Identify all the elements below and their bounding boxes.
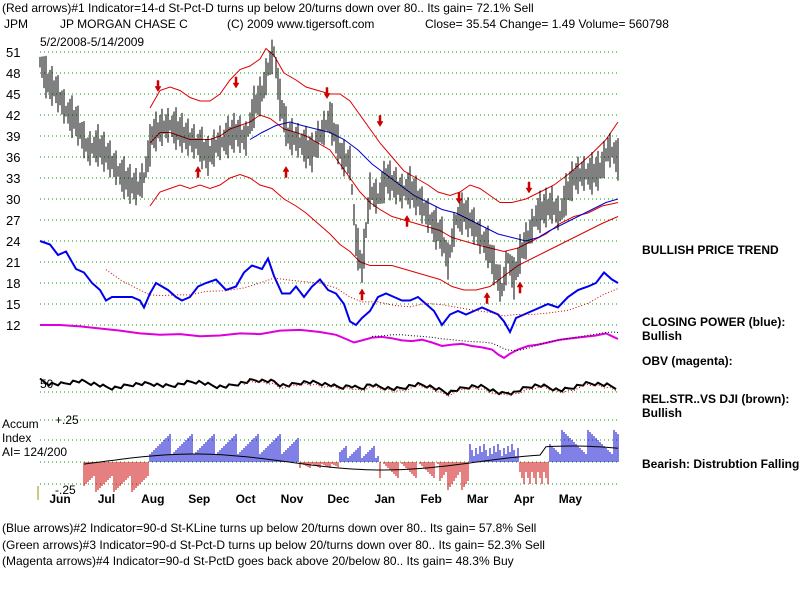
band-upper [149,47,619,203]
up-arrow [194,166,202,178]
month-label: May [559,492,583,506]
y-tick-label: 39 [6,129,20,144]
accum-status: Bearish: Distrubtion Falling. [642,457,800,471]
band-middle [149,114,619,253]
trend-label: BULLISH PRICE TREND [642,243,779,257]
down-arrow [455,192,463,204]
month-label: Aug [141,492,164,506]
y-tick-label: 42 [6,108,20,123]
relstr-label: REL.STR..VS DJI (brown): [642,392,790,406]
down-arrow [154,80,162,92]
up-arrow [516,281,524,294]
closing-power-line [39,240,619,335]
month-label: Jul [98,492,115,506]
y-tick-label: 15 [6,297,20,312]
month-label: Jun [49,492,70,506]
obv-label: OBV (magenta): [642,354,733,368]
ai-readout: AI= 124/200 [2,445,68,459]
accum-histogram [83,430,619,492]
y-tick-label: 36 [6,150,20,165]
y-tick-label: 18 [6,276,20,291]
up-arrow [483,292,491,304]
company-name: JP MORGAN CHASE C [60,17,188,31]
y-tick-label: 12 [6,318,20,333]
down-arrow [323,87,331,99]
y-tick-label: 51 [6,45,20,60]
y-tick-label: 30 [6,192,20,207]
month-label: Mar [467,492,489,506]
quote-readout: Close= 35.54 Change= 1.49 Volume= 560798 [425,17,669,31]
footer-line-3: (Magenta arrows)#4 Indicator=90-d St-Pct… [2,554,514,568]
up-arrow [358,288,366,301]
relstr-value: Bullish [642,406,683,420]
footer-line-1: (Blue arrows)#2 Indicator=90-d St-KLine … [2,521,537,535]
moving-average-line [249,121,619,242]
price-bars [39,39,619,302]
symbol-label: JPM [4,17,28,31]
down-arrow [232,76,240,89]
header-indicator-line: (Red arrows)#1 Indicator=14-d St-Pct-D t… [2,1,534,15]
y-tick-label: 21 [6,255,20,270]
index-label: Index [2,431,32,445]
month-label: Dec [327,492,349,506]
closing-power-label: CLOSING POWER (blue): [642,315,786,329]
closing-power-value: Bullish [642,329,683,343]
month-label: Nov [281,492,304,506]
accum-label: Accum [2,417,39,431]
month-label: Oct [236,492,256,506]
accum-ma-line [83,445,619,471]
month-label: Jan [374,492,395,506]
up-arrow [282,166,290,178]
y-tick-label: 27 [6,213,20,228]
up-arrow [403,215,411,227]
y-tick-label: 33 [6,171,20,186]
month-label: Feb [421,492,442,506]
down-arrow [525,181,533,194]
copyright: (C) 2009 www.tigersoft.com [227,17,375,31]
relative-strength-line [39,377,617,396]
y-tick-label: 45 [6,87,20,102]
date-range: 5/2/2008-5/14/2009 [40,35,145,49]
down-arrow [376,115,384,127]
obv-line [40,324,619,360]
y-tick-label: 24 [6,234,20,249]
month-label: Sep [188,492,210,506]
y-tick-label: 48 [6,66,20,81]
accum-low-label: -.25 [55,483,76,497]
accum-high-label: +.25 [55,413,79,427]
month-label: Apr [514,492,535,506]
footer-line-2: (Green arrows)#3 Indicator=90-d St-Pct-D… [2,538,545,552]
